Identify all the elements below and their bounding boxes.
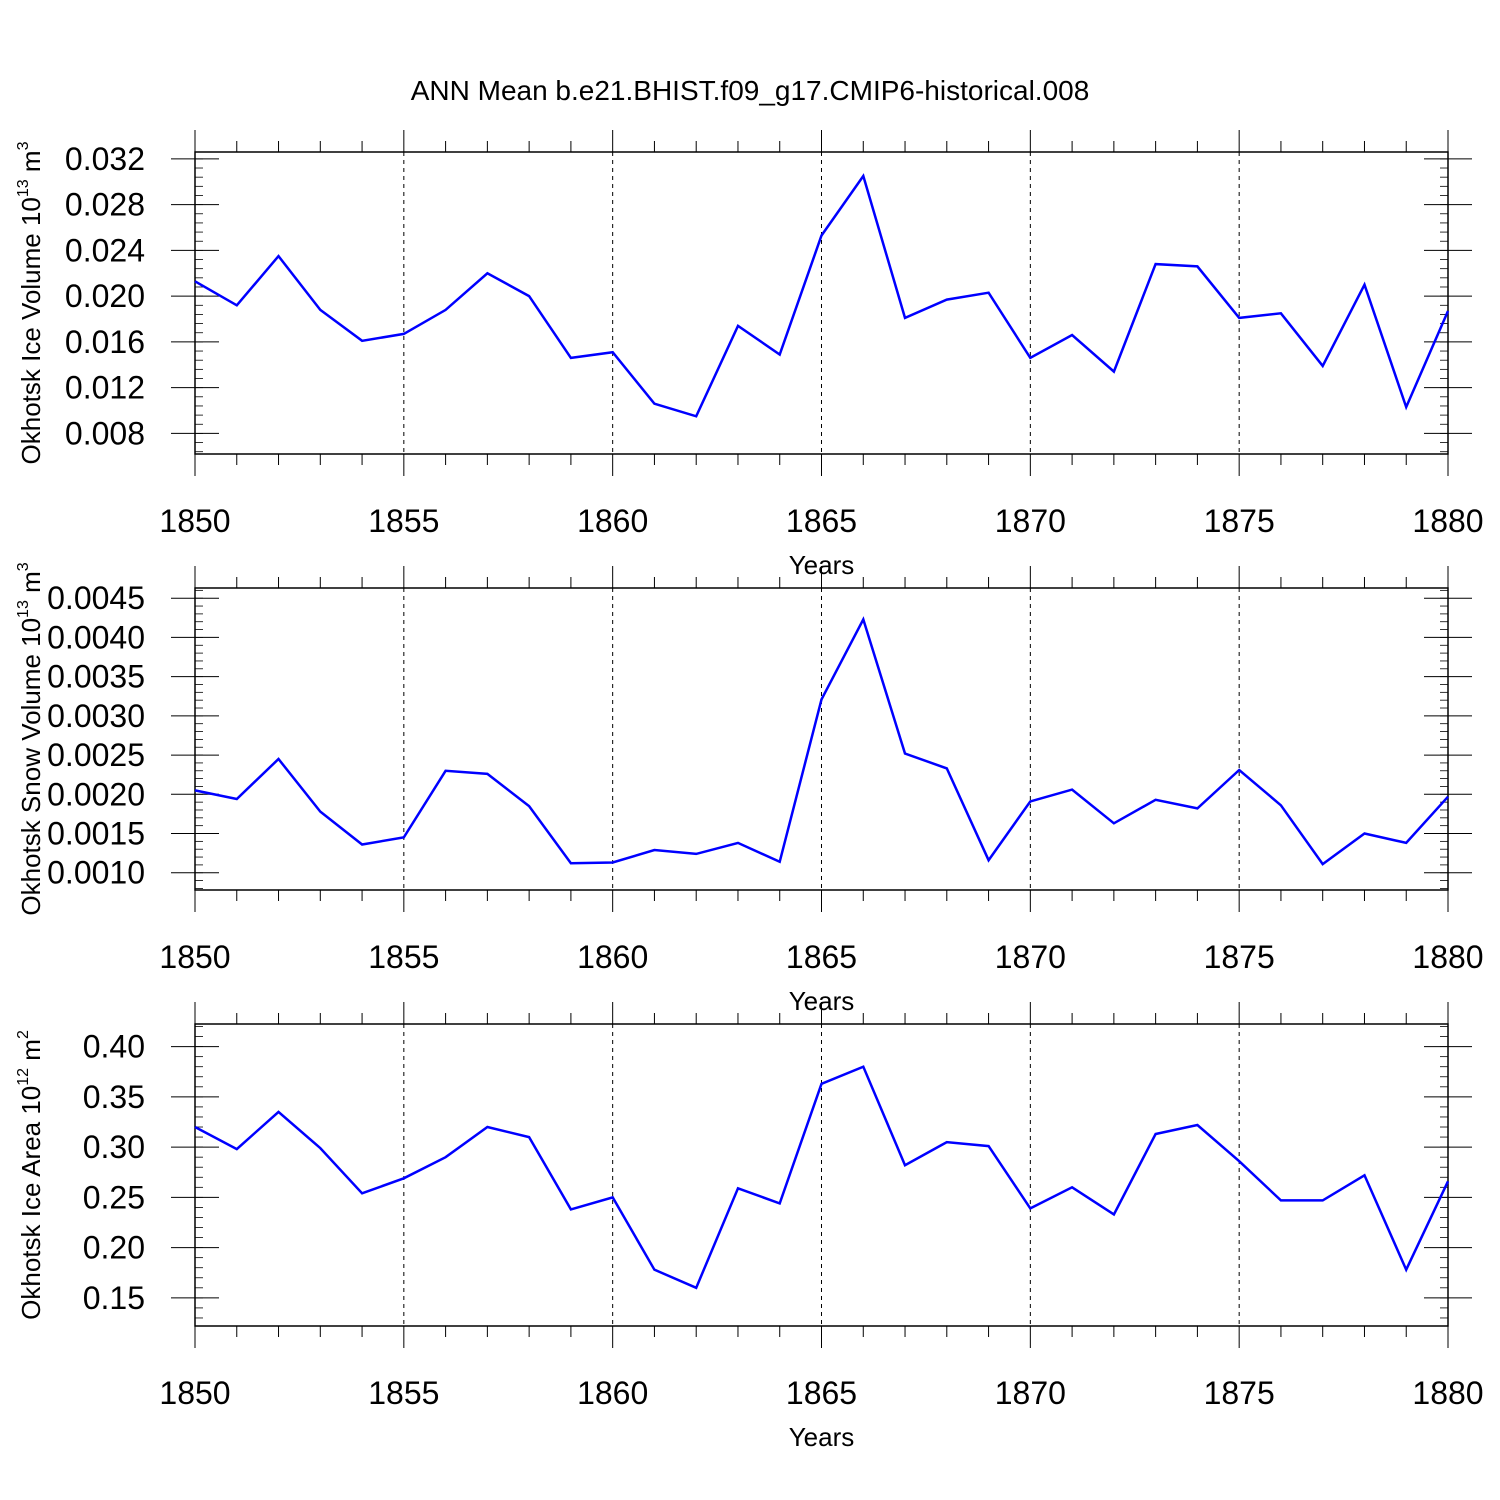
y-axis-label-text: Okhotsk Ice Volume 10 [16,197,46,464]
y-axis-label-superscript: 13 [15,600,32,618]
x-tick-label: 1860 [577,1375,648,1411]
y-axis-label: Okhotsk Ice Volume 1013 m3 [15,141,46,464]
x-tick-label: 1880 [1412,939,1483,975]
y-tick-label: 0.35 [83,1079,145,1115]
panel-1: 0.008 0.012 0.016 0.020 0.024 0.028 0.032 1850 1… [15,130,1484,580]
y-tick-label: 0.0030 [47,698,145,734]
y-tick-label: 0.40 [83,1029,145,1065]
x-tick-label: 1860 [577,939,648,975]
y-axis-label-text: m [16,571,46,600]
series-line [194,173,1450,418]
y-tick-label: 0.0035 [47,659,145,695]
y-axis-label-superscript: 2 [15,1030,32,1039]
y-tick-label: 0.012 [65,370,145,406]
y-tick-label: 0.032 [65,141,145,177]
figure-title: ANN Mean b.e21.BHIST.f09_g17.CMIP6-histo… [411,75,1090,106]
x-tick-label: 1865 [786,939,857,975]
x-tick-label: 1875 [1204,939,1275,975]
x-tick-label: 1850 [159,1375,230,1411]
x-tick-label: 1875 [1204,1375,1275,1411]
panel-3: 0.15 0.20 0.25 0.30 0.35 0.40 1850 1855 1860 1865… [15,1002,1484,1452]
y-tick-label: 0.0010 [47,855,145,891]
y-tick-label: 0.15 [83,1280,145,1316]
x-tick-label: 1880 [1412,1375,1483,1411]
y-tick-label: 0.024 [65,232,145,268]
y-axis-label-text: Okhotsk Snow Volume 10 [16,618,46,916]
y-tick-label: 0.0040 [47,619,145,655]
y-tick-label: 0.30 [83,1129,145,1165]
y-axis-label-text: Okhotsk Ice Area 10 [16,1086,46,1320]
x-tick-label: 1855 [368,939,439,975]
x-tick-label: 1870 [995,1375,1066,1411]
y-tick-label: 0.0045 [47,580,145,616]
y-axis-label-superscript: 13 [15,179,32,197]
y-tick-label: 0.0025 [47,737,145,773]
x-tick-label: 1855 [368,503,439,539]
x-tick-label: 1870 [995,939,1066,975]
y-axis-label-text: m [16,1039,46,1068]
x-tick-label: 1860 [577,503,648,539]
y-axis-label-superscript: 3 [15,562,32,571]
x-tick-label: 1870 [995,503,1066,539]
y-axis-label-text: m [16,150,46,179]
y-tick-label: 0.25 [83,1179,145,1215]
x-tick-label: 1865 [786,503,857,539]
y-tick-label: 0.0020 [47,776,145,812]
y-tick-label: 0.028 [65,187,145,223]
series-line [194,616,1449,866]
y-tick-label: 0.0015 [47,816,145,852]
y-tick-label: 0.008 [65,415,145,451]
series-line [194,1065,1450,1290]
x-tick-label: 1880 [1412,503,1483,539]
x-axis-label: Years [789,1422,855,1452]
y-tick-label: 0.20 [83,1230,145,1266]
x-tick-label: 1850 [159,939,230,975]
y-axis-label: Okhotsk Snow Volume 1013 m3 [15,562,46,915]
x-tick-label: 1850 [159,503,230,539]
y-tick-label: 0.020 [65,278,145,314]
y-tick-label: 0.016 [65,324,145,360]
y-axis-label: Okhotsk Ice Area 1012 m2 [15,1030,46,1320]
x-tick-label: 1865 [786,1375,857,1411]
panels: 0.008 0.012 0.016 0.020 0.024 0.028 0.032 1850 1… [15,130,1484,1452]
y-axis-label-superscript: 3 [15,141,32,150]
x-tick-label: 1855 [368,1375,439,1411]
y-axis-label-superscript: 12 [15,1068,32,1086]
x-tick-label: 1875 [1204,503,1275,539]
